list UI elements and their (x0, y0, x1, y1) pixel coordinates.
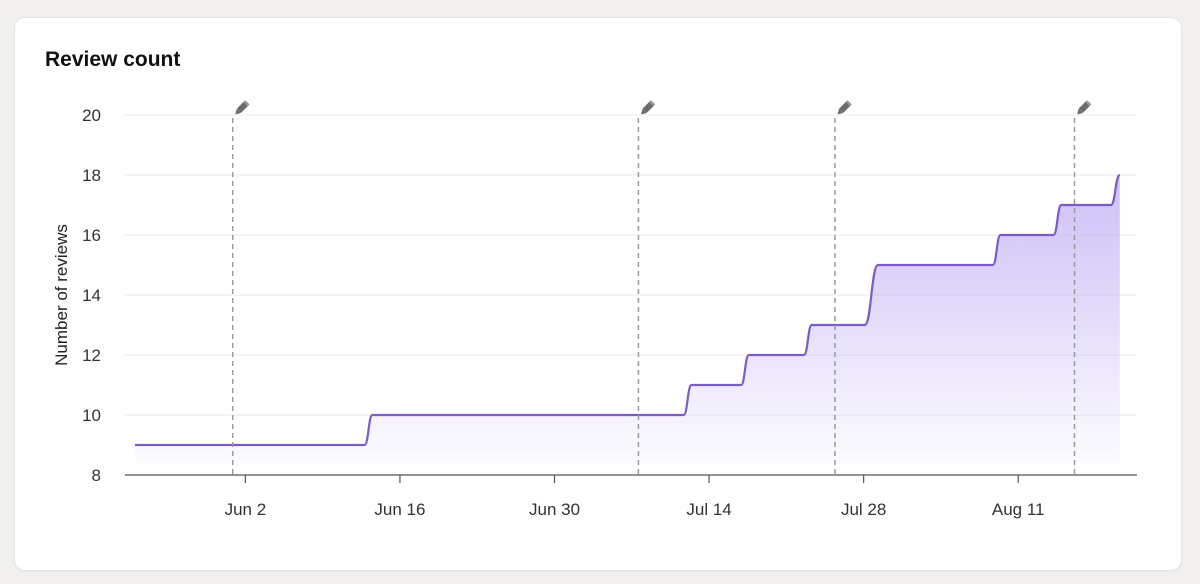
pencil-icon[interactable] (639, 100, 656, 116)
y-axis: 8 10 12 14 16 18 20 (82, 106, 101, 485)
x-tick-label: Jun 16 (374, 500, 425, 519)
x-tick-label: Jul 14 (686, 500, 731, 519)
x-tick-label: Jul 28 (841, 500, 886, 519)
x-tick-label: Jun 2 (225, 500, 267, 519)
y-tick-label: 12 (82, 346, 101, 365)
card-title: Review count (45, 48, 181, 71)
y-tick-label: 8 (92, 466, 101, 485)
x-axis: Jun 2 Jun 16 Jun 30 Jul 14 Jul 28 Aug 11 (225, 475, 1045, 519)
y-tick-label: 14 (82, 286, 101, 305)
y-axis-title: Number of reviews (52, 224, 71, 366)
series-area (135, 175, 1120, 463)
y-tick-label: 10 (82, 406, 101, 425)
x-tick-label: Aug 11 (992, 500, 1045, 519)
y-tick-label: 20 (82, 106, 101, 125)
pencil-icon[interactable] (835, 100, 852, 116)
x-tick-label: Jun 30 (529, 500, 580, 519)
annotation-markers (231, 100, 1092, 475)
pencil-icon[interactable] (1075, 100, 1092, 116)
series-line (135, 173, 1121, 447)
y-tick-label: 18 (82, 166, 101, 185)
y-tick-label: 16 (82, 226, 101, 245)
pencil-icon[interactable] (233, 100, 250, 116)
